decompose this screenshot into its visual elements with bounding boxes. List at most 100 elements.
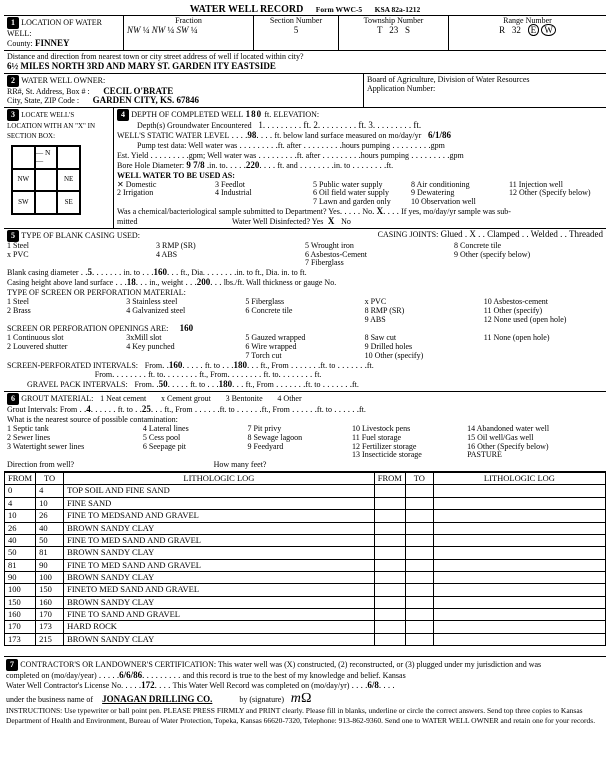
static-suffix: ft. below land surface measured on mo/da… [274, 131, 421, 140]
lith-cell: 4 [36, 485, 64, 497]
enc1: 1 [258, 120, 263, 130]
gpm2: gpm [449, 151, 463, 160]
lith-cell: 81 [5, 559, 36, 571]
gftto2: ft. to [305, 380, 320, 389]
disinf-no: No [341, 217, 351, 226]
distance-value: 6½ MILES NORTH 3RD AND MARY ST. GARDEN I… [7, 61, 276, 71]
lith-cell [433, 596, 605, 608]
open-option [484, 343, 595, 352]
use-option [509, 198, 595, 207]
township-s: S [405, 25, 410, 35]
lith-cell [405, 522, 433, 534]
section-6-badge: 6 [7, 393, 19, 405]
blank-to: 160 [153, 267, 167, 277]
joints-label: CASING JOINTS: [378, 230, 439, 239]
lith-row: 410FINE SAND [5, 497, 606, 509]
contam-option [247, 451, 344, 460]
license-num: 172 [141, 680, 155, 690]
lith-cell [405, 608, 433, 620]
lith-cell: BROWN SANDY CLAY [64, 522, 375, 534]
form-number: Form WWC-5 [316, 5, 362, 14]
wwr-date: 6/8 [367, 680, 379, 690]
frac-c: SW [177, 25, 189, 35]
elev-label: ELEVATION: [273, 110, 319, 119]
section-3-badge: 3 [7, 109, 19, 121]
in-weight: in., weight [149, 278, 183, 287]
lith-cell: 100 [36, 571, 64, 583]
static-value: 98 [247, 130, 256, 140]
lith-cell [374, 497, 405, 509]
screen-option: 9 ABS [365, 316, 476, 325]
lith-cell [433, 534, 605, 546]
lith-cell [433, 547, 605, 559]
contam-option: PASTURE [467, 451, 595, 460]
lith-row: 8190FINE TO MED SAND AND GRAVEL [5, 559, 606, 571]
lith-cell [374, 621, 405, 633]
casing-option: 7 Fiberglass [305, 259, 446, 268]
contam-option: 6 Seepage pit [143, 443, 240, 452]
lith-cell [433, 621, 605, 633]
county-label: County: [7, 39, 33, 48]
lith-cell: FINE TO MED SAND AND GRAVEL [64, 559, 375, 571]
dir-label: Direction from well? [7, 460, 74, 469]
casing-height-label: Casing height above land surface [7, 278, 113, 287]
bore-a: 9 7/8 [186, 160, 204, 170]
g-ftto3: ft. to [317, 405, 332, 414]
hrs1: hours pumping [342, 141, 390, 150]
by-sig-label: by (signature) [239, 695, 284, 704]
lith-cell: BROWN SANDY CLAY [64, 633, 375, 645]
blank-dia-label: Blank casing diameter [7, 268, 79, 277]
perf-from1: 160 [169, 360, 183, 370]
hrs2: hours pumping [361, 151, 409, 160]
open-option [484, 352, 595, 361]
lith-cell [374, 522, 405, 534]
lith-cell: 40 [36, 522, 64, 534]
lith-cell: 170 [36, 608, 64, 620]
lith-cell [405, 485, 433, 497]
lith-cell [374, 596, 405, 608]
range-r: R [499, 25, 505, 35]
grout-option: 4 Other [277, 395, 301, 404]
distance-label: Distance and direction from nearest town… [7, 52, 304, 61]
enc2: ft. 2 [303, 120, 318, 130]
lith-cell [374, 485, 405, 497]
lith-cell [433, 510, 605, 522]
casing-opts: 1 Steel3 RMP (SR)5 Wrought iron8 Concret… [7, 242, 603, 268]
township-num: 23 [389, 25, 398, 35]
depth-head: DEPTH OF COMPLETED WELL [131, 110, 243, 119]
lith-cell: 150 [5, 596, 36, 608]
lith-row: 150160BROWN SANDY CLAY [5, 596, 606, 608]
enc-ft: ft. [413, 120, 421, 130]
open-val: 160 [180, 323, 194, 333]
lith-cell [405, 596, 433, 608]
gftto: ft. to [190, 380, 205, 389]
blank-dia: 5 [88, 267, 93, 277]
lith-cell: FINETO MED SAND AND GRAVEL [64, 584, 375, 596]
open-option: 11 None (open hole) [484, 334, 595, 343]
section-grid: — N — NWNE SWSE [11, 145, 81, 215]
lith-cell: 160 [5, 608, 36, 620]
signature: mΩ [291, 691, 312, 706]
lith-cell: 10 [5, 510, 36, 522]
casing-option: 9 Other (specify below) [454, 251, 595, 260]
bore-ftand: ft. and [277, 161, 297, 170]
perf-label: SCREEN-PERFORATED INTERVALS: [7, 361, 138, 370]
ftto1: ft. to [205, 361, 220, 370]
range-e: E [528, 24, 540, 36]
howmany-label: How many feet? [214, 460, 267, 469]
lith-cell: 215 [36, 633, 64, 645]
open-opts: 1 Continuous slot3xMill slot5 Gauzed wra… [7, 334, 603, 360]
casing-option: 3 RMP (SR) [156, 242, 297, 251]
grout-from: 4 [86, 404, 91, 414]
gravel-from: 50 [159, 379, 168, 389]
lith-cell [433, 608, 605, 620]
lith-col: LITHOLOGIC LOG [64, 473, 375, 485]
ftto2x: ft. to [320, 361, 335, 370]
joints-list: Glued . X . . Clamped . . Welded . . Thr… [441, 229, 603, 239]
lith-cell: 100 [5, 584, 36, 596]
lith-cell [405, 547, 433, 559]
open-option [7, 352, 118, 361]
grout-head: GROUT MATERIAL: [21, 394, 93, 403]
ft2b: ft. [315, 370, 322, 379]
lith-cell [374, 559, 405, 571]
